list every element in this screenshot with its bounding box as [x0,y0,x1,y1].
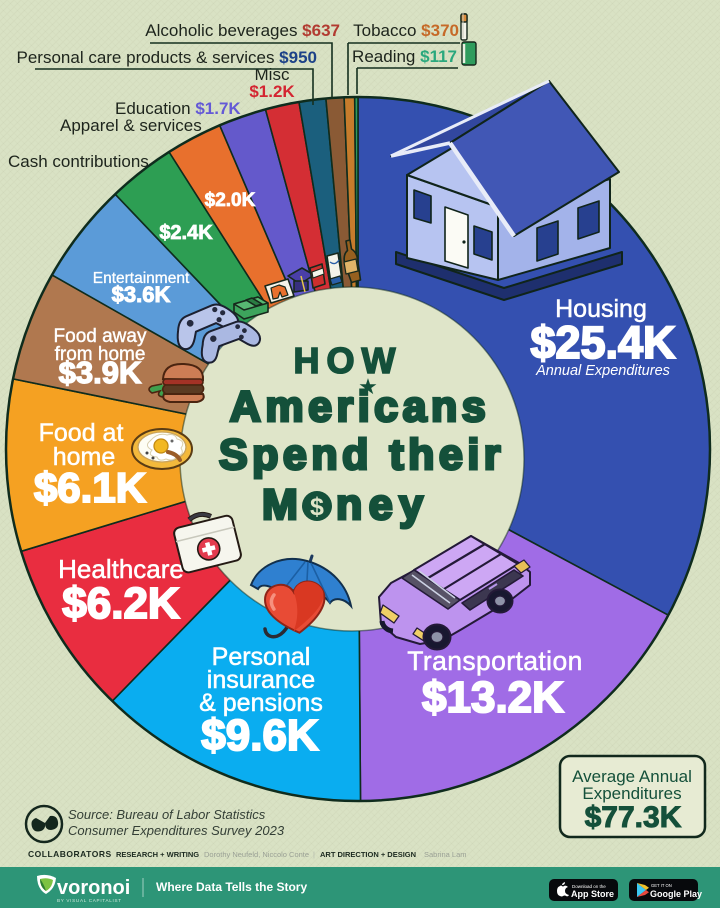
svg-text:Average Annual: Average Annual [572,767,692,786]
svg-text:GET IT ON: GET IT ON [651,883,672,888]
svg-text:voronoi: voronoi [57,877,130,899]
svg-text:insurance: insurance [207,666,315,694]
svg-text:Expenditures: Expenditures [582,784,681,803]
svg-text:★: ★ [358,374,378,399]
svg-text:$3.6K: $3.6K [112,282,171,307]
svg-text:Education $1.7K: Education $1.7K [115,99,241,118]
svg-text:Americans: Americans [230,383,490,431]
svg-text:$77.3K: $77.3K [585,801,682,834]
svg-text:Download on the: Download on the [572,884,606,889]
svg-text:|: | [313,850,315,859]
svg-text:RESEARCH + WRITING: RESEARCH + WRITING [116,850,199,859]
svg-text:Dorothy Neufeld, Niccolo Conte: Dorothy Neufeld, Niccolo Conte [204,850,309,859]
svg-text:Food at: Food at [39,419,124,447]
svg-text:home: home [53,443,116,471]
svg-text:Tobacco $370: Tobacco $370 [353,21,459,40]
svg-text:Spend their: Spend their [219,431,505,479]
svg-text:Where Data Tells the Story: Where Data Tells the Story [156,880,307,894]
svg-text:$9.6K: $9.6K [201,711,319,760]
svg-text:$: $ [310,493,324,521]
svg-text:$6.2K: $6.2K [62,579,180,628]
svg-text:Annual Expenditures: Annual Expenditures [535,363,670,379]
svg-text:Alcoholic beverages $637: Alcoholic beverages $637 [145,21,340,40]
svg-text:Transportation: Transportation [407,646,582,676]
svg-text:M: M [262,481,298,529]
svg-text:BY VISUAL CAPITALIST: BY VISUAL CAPITALIST [57,898,122,903]
svg-text:$1.2K: $1.2K [249,82,295,101]
svg-text:App Store: App Store [571,889,614,899]
svg-text:Sabrina Lam: Sabrina Lam [424,850,467,859]
svg-text:Personal: Personal [212,643,311,671]
svg-text:$2.0K: $2.0K [205,190,256,211]
svg-text:Reading $117: Reading $117 [352,47,457,66]
svg-text:Food away: Food away [54,326,147,347]
svg-text:Apparel & services: Apparel & services [60,116,202,135]
svg-text:COLLABORATORS: COLLABORATORS [28,849,112,859]
svg-text:ART DIRECTION + DESIGN: ART DIRECTION + DESIGN [320,850,416,859]
svg-text:Consumer Expenditures Survey 2: Consumer Expenditures Survey 2023 [68,823,285,838]
svg-text:HOW: HOW [294,340,403,381]
svg-text:& pensions: & pensions [199,689,323,717]
svg-text:Entertainment: Entertainment [93,270,190,287]
svg-text:Google Play: Google Play [650,889,702,899]
svg-text:Source: Bureau of Labor Statis: Source: Bureau of Labor Statistics [68,807,266,822]
svg-text:$13.2K: $13.2K [422,673,564,722]
svg-text:Housing: Housing [555,295,647,323]
svg-text:ney: ney [336,481,430,529]
svg-text:$2.4K: $2.4K [159,222,213,244]
svg-text:$25.4K: $25.4K [530,317,676,368]
svg-text:Cash contributions: Cash contributions [8,152,149,171]
svg-text:Personal care products & servi: Personal care products & services $950 [17,48,318,67]
svg-text:Healthcare: Healthcare [58,554,184,584]
svg-text:$3.9K: $3.9K [59,355,142,390]
svg-text:$6.1K: $6.1K [34,464,146,511]
svg-text:from home: from home [55,344,146,365]
